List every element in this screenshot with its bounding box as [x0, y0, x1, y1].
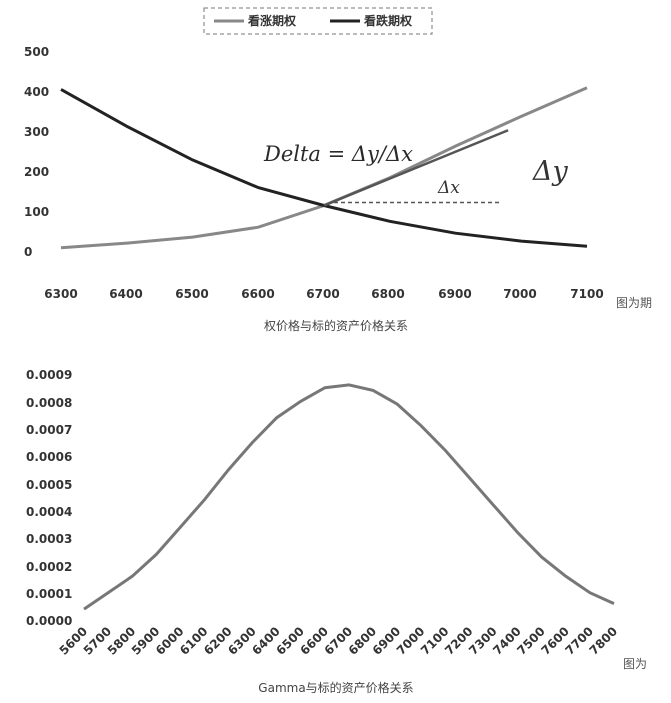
- chart2-x-ticks: 5600570058005900600061006200630064006500…: [57, 624, 621, 658]
- y-tick: 0.0005: [26, 478, 72, 492]
- y-tick: 200: [24, 165, 49, 179]
- y-tick: 0.0003: [26, 532, 72, 546]
- legend-frame: [203, 7, 433, 35]
- chart1-x-ticks: 6300 6400 6500 6600 6700 6800 6900 7000 …: [44, 287, 603, 301]
- y-tick: 500: [24, 45, 49, 59]
- tangent-line: [323, 129, 509, 207]
- y-tick: 0.0008: [26, 396, 72, 410]
- x-tick: 6800: [371, 287, 404, 301]
- chart2-caption-left: 图为: [623, 657, 647, 671]
- y-tick: 0.0004: [26, 505, 72, 519]
- y-tick: 400: [24, 85, 49, 99]
- chart1-caption-left: 图为期: [616, 296, 652, 310]
- x-tick: 6300: [44, 287, 77, 301]
- gamma-line: [83, 383, 615, 611]
- x-tick: 6400: [109, 287, 142, 301]
- x-tick: 6500: [175, 287, 208, 301]
- chart2: 0.0000 0.0001 0.0002 0.0003 0.0004 0.000…: [26, 368, 647, 695]
- y-tick: 0.0000: [26, 614, 72, 628]
- put-option-line: [60, 88, 588, 248]
- y-tick: 0.0002: [26, 560, 72, 574]
- y-tick: 0.0001: [26, 587, 72, 601]
- x-tick: 7000: [503, 287, 536, 301]
- y-tick: 300: [24, 125, 49, 139]
- delta-y-label: Δy: [532, 156, 568, 187]
- chart1-y-ticks: 0 100 200 300 400 500: [24, 45, 49, 259]
- y-tick: 0.0009: [26, 368, 72, 382]
- delta-formula: Delta = Δy/Δx: [263, 142, 413, 166]
- chart2-y-ticks: 0.0000 0.0001 0.0002 0.0003 0.0004 0.000…: [26, 368, 72, 628]
- x-tick: 6600: [241, 287, 274, 301]
- legend-call-label: 看涨期权: [248, 13, 297, 28]
- call-option-line: [60, 86, 588, 250]
- chart1: 看涨期权 看跌期权 0 100 200 300 400 500 6300 640…: [24, 7, 652, 333]
- chart2-caption: Gamma与标的资产价格关系: [258, 680, 413, 695]
- y-tick: 100: [24, 205, 49, 219]
- chart1-legend: 看涨期权 看跌期权: [203, 7, 433, 35]
- legend-put-label: 看跌期权: [364, 13, 413, 28]
- x-tick: 7100: [570, 287, 603, 301]
- delta-x-label: Δx: [437, 178, 460, 198]
- chart1-caption: 权价格与标的资产价格关系: [264, 318, 408, 333]
- x-tick: 6700: [306, 287, 339, 301]
- y-tick: 0: [24, 245, 32, 259]
- y-tick: 0.0007: [26, 423, 72, 437]
- x-tick: 7800: [587, 624, 621, 658]
- y-tick: 0.0006: [26, 450, 72, 464]
- x-tick: 6900: [438, 287, 471, 301]
